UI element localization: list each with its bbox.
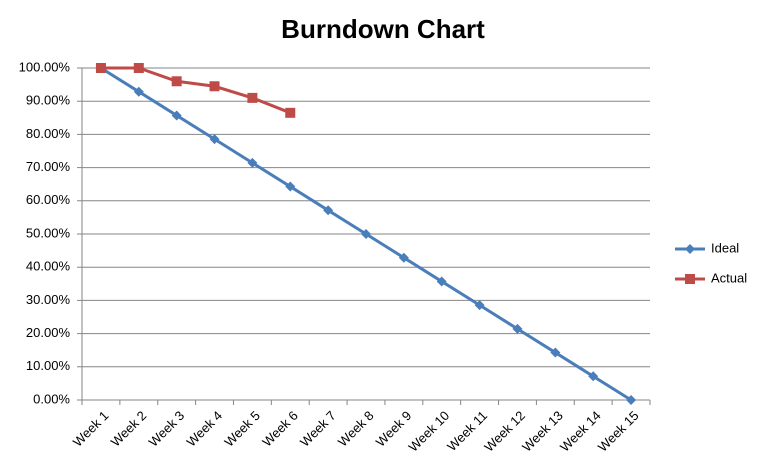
data-point (398, 252, 409, 263)
data-point (588, 371, 599, 382)
data-point (550, 347, 561, 358)
y-tick-label: 60.00% (26, 192, 71, 207)
y-tick-label: 100.00% (19, 59, 71, 74)
data-point (512, 323, 523, 334)
y-tick-label: 70.00% (26, 159, 71, 174)
data-point (361, 229, 371, 239)
y-tick-label: 80.00% (26, 126, 71, 141)
series-line (100, 66, 291, 115)
data-point (95, 63, 106, 73)
y-tick-label: 40.00% (26, 259, 71, 274)
chart-title: Burndown Chart (281, 14, 485, 44)
data-point (474, 300, 485, 311)
y-tick-label: 90.00% (26, 93, 71, 108)
data-point (209, 134, 220, 145)
y-tick-label: 50.00% (26, 225, 71, 240)
data-point (626, 395, 637, 405)
data-point (133, 63, 144, 73)
data-point (323, 205, 334, 216)
data-point (171, 110, 182, 121)
y-tick-label: 30.00% (26, 292, 71, 307)
y-tick-label: 10.00% (26, 358, 71, 373)
data-point (247, 92, 258, 103)
data-point (171, 76, 182, 87)
data-point (436, 276, 447, 287)
data-point (209, 81, 220, 92)
y-tick-label: 0.00% (33, 391, 70, 406)
legend-marker (685, 274, 695, 284)
legend-label: Actual (711, 270, 747, 285)
legend-marker (685, 244, 695, 254)
legend-label: Ideal (711, 240, 739, 255)
data-point (285, 107, 296, 118)
data-point (285, 181, 296, 192)
data-point (247, 157, 258, 168)
y-tick-label: 20.00% (26, 325, 71, 340)
data-point (133, 86, 144, 97)
